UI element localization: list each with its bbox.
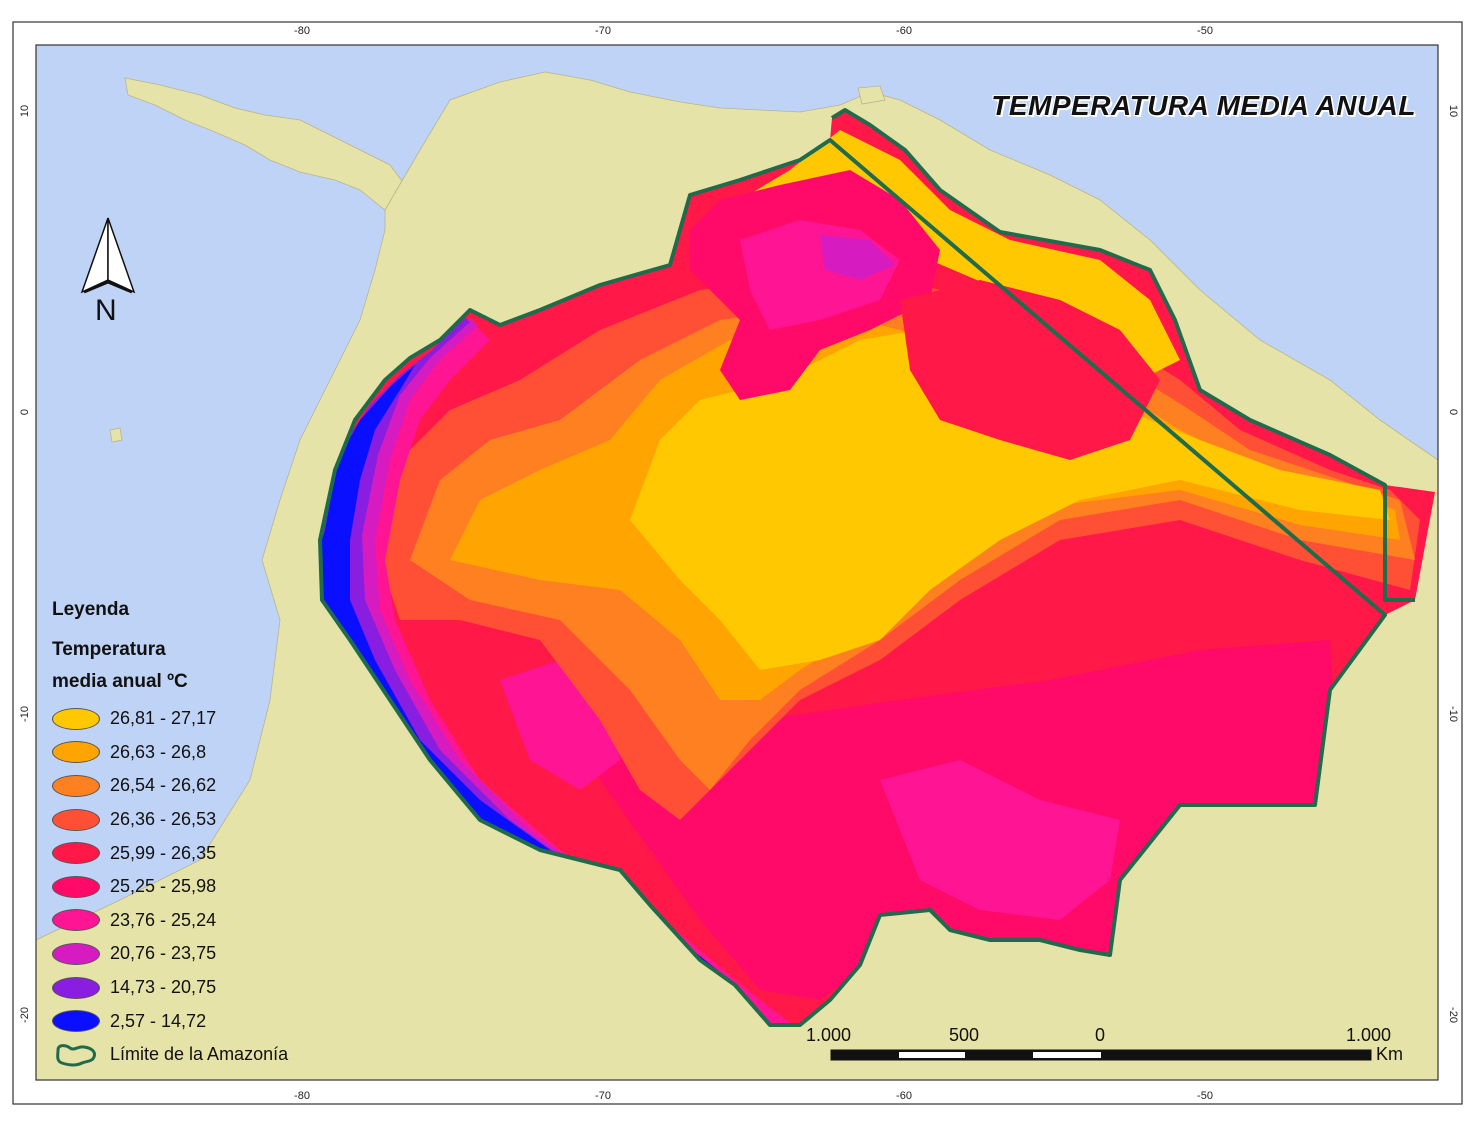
legend-swatch bbox=[52, 909, 100, 932]
lat-label-left: -10 bbox=[19, 706, 31, 722]
zone-20-76-23-75-guiana bbox=[820, 235, 895, 280]
latitude-labels-right: 10 0 -10 -20 bbox=[1447, 105, 1459, 1023]
legend-boundary-item: Límite de la Amazonía bbox=[52, 1038, 352, 1072]
legend-swatch bbox=[52, 774, 100, 797]
amazon-boundary-icon bbox=[56, 1043, 96, 1067]
legend-item-label: 14,73 - 20,75 bbox=[110, 977, 217, 998]
north-arrow-icon bbox=[80, 217, 136, 294]
legend-item-label: 26,63 - 26,8 bbox=[110, 741, 207, 762]
legend-item: 25,25 - 25,98 bbox=[52, 870, 352, 904]
lon-label-top: -50 bbox=[1197, 25, 1213, 37]
legend-item: 14,73 - 20,75 bbox=[52, 971, 352, 1005]
legend-item: 26,63 - 26,8 bbox=[52, 736, 352, 770]
scale-label: 1.000 bbox=[806, 1025, 852, 1045]
north-label: N bbox=[95, 294, 117, 327]
legend-item-label: 2,57 - 14,72 bbox=[110, 1010, 207, 1031]
legend-swatch bbox=[52, 976, 100, 999]
map-title: TEMPERATURA MEDIA ANUAL bbox=[991, 90, 1416, 121]
lon-label-top: -80 bbox=[294, 25, 310, 37]
lat-label-right: 0 bbox=[1447, 409, 1459, 415]
lat-label-right: -20 bbox=[1447, 1007, 1459, 1023]
scale-label: 0 bbox=[1095, 1025, 1106, 1045]
amazon-boundary bbox=[318, 108, 1415, 1027]
legend-item: 20,76 - 23,75 bbox=[52, 937, 352, 971]
zone-23-76-25-24-south bbox=[880, 760, 1120, 920]
latitude-labels-left: 10 0 -10 -20 bbox=[19, 105, 31, 1023]
lat-label-left: 0 bbox=[19, 409, 31, 415]
legend-item-label: 25,99 - 26,35 bbox=[110, 842, 217, 863]
lon-label-bottom: -70 bbox=[595, 1090, 611, 1102]
scale-unit: Km bbox=[1376, 1044, 1403, 1064]
legend: Leyenda Temperatura media anual ºC 26,81… bbox=[52, 596, 352, 1072]
lon-label-bottom: -80 bbox=[294, 1090, 310, 1102]
lon-label-bottom: -60 bbox=[896, 1090, 912, 1102]
legend-heading: Leyenda bbox=[52, 599, 130, 620]
scale-label: 500 bbox=[949, 1025, 980, 1045]
zone-2-57-14-72-andes bbox=[320, 365, 740, 1010]
legend-swatch bbox=[52, 1010, 100, 1033]
legend-subtitle: media anual ºC bbox=[52, 671, 188, 692]
zone-25-99-26-35-guiana-east bbox=[900, 280, 1160, 460]
legend-item: 26,54 - 26,62 bbox=[52, 769, 352, 803]
legend-subtitle: Temperatura bbox=[52, 639, 166, 660]
legend-item-label: 25,25 - 25,98 bbox=[110, 876, 217, 897]
zone-14-73-20-75-andes bbox=[320, 318, 750, 1025]
legend-item: 25,99 - 26,35 bbox=[52, 836, 352, 870]
map-border bbox=[35, 44, 1439, 1081]
scale-label: 1.000 bbox=[1346, 1025, 1392, 1045]
legend-boundary-label: Límite de la Amazonía bbox=[110, 1044, 289, 1065]
legend-item-label: 26,81 - 27,17 bbox=[110, 708, 217, 729]
lat-label-right: 10 bbox=[1447, 105, 1459, 117]
lat-label-right: -10 bbox=[1447, 706, 1459, 722]
legend-swatch bbox=[52, 842, 100, 865]
legend-item: 26,81 - 27,17 bbox=[52, 702, 352, 736]
legend-item-label: 20,76 - 23,75 bbox=[110, 943, 217, 964]
legend-swatch bbox=[52, 942, 100, 965]
legend-swatch bbox=[52, 808, 100, 831]
lat-label-left: -20 bbox=[19, 1007, 31, 1023]
legend-item: 23,76 - 25,24 bbox=[52, 904, 352, 938]
legend-swatch bbox=[52, 741, 100, 764]
lat-label-left: 10 bbox=[19, 105, 31, 117]
longitude-labels-bottom: -80 -70 -60 -50 bbox=[294, 1090, 1213, 1102]
lon-label-top: -60 bbox=[896, 25, 912, 37]
legend-swatch bbox=[52, 875, 100, 898]
lon-label-top: -70 bbox=[595, 25, 611, 37]
legend-item-label: 26,54 - 26,62 bbox=[110, 775, 217, 796]
legend-item: 26,36 - 26,53 bbox=[52, 803, 352, 837]
legend-item-label: 26,36 - 26,53 bbox=[110, 809, 217, 830]
legend-items: 26,81 - 27,17 26,63 - 26,8 26,54 - 26,62 26… bbox=[52, 702, 352, 1038]
scale-bar bbox=[830, 1049, 1372, 1061]
longitude-labels-top: -80 -70 -60 -50 bbox=[294, 25, 1213, 37]
legend-item: 2,57 - 14,72 bbox=[52, 1004, 352, 1038]
legend-item-label: 23,76 - 25,24 bbox=[110, 909, 217, 930]
legend-swatch bbox=[52, 707, 100, 730]
zone-26-81-27-17 bbox=[630, 330, 1390, 670]
lon-label-bottom: -50 bbox=[1197, 1090, 1213, 1102]
